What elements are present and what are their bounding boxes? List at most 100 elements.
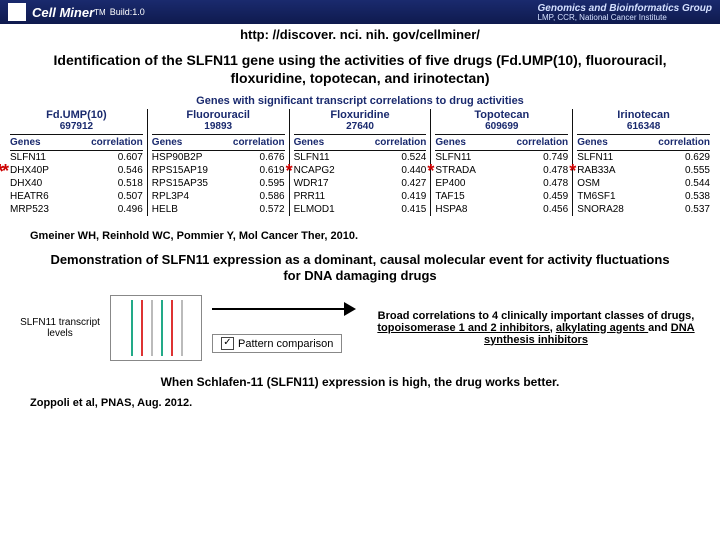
hdr-corr: correlation <box>654 137 710 148</box>
gene-row: SLFN110.749 <box>435 151 568 164</box>
column-header: Genescorrelation <box>435 135 568 151</box>
gene-row: HELB0.572 <box>152 203 285 216</box>
gene-row: DHX40P0.546 <box>10 164 143 177</box>
checkbox-icon: ✓ <box>221 337 234 350</box>
gene-name: HEATR6 <box>10 191 87 202</box>
header-left: Cell Miner TM Build:1.0 <box>0 3 145 21</box>
gene-corr: 0.459 <box>512 191 568 202</box>
drug-column: *Fd.UMP(10)697912GenescorrelationSLFN110… <box>6 109 147 216</box>
drug-name: Floxuridine <box>294 109 427 121</box>
gene-row: ELMOD10.415 <box>294 203 427 216</box>
gene-corr: 0.544 <box>654 178 710 189</box>
header-bar: Cell Miner TM Build:1.0 Genomics and Bio… <box>0 0 720 24</box>
gene-name: PRR11 <box>294 191 371 202</box>
hdr-corr: correlation <box>512 137 568 148</box>
gene-name: TM6SF1 <box>577 191 654 202</box>
gene-name: HELB <box>152 204 229 215</box>
demo-title: Demonstration of SLFN11 expression as a … <box>40 252 680 285</box>
table-caption: Genes with significant transcript correl… <box>6 95 714 107</box>
citation-1: Gmeiner WH, Reinhold WC, Pommier Y, Mol … <box>30 230 690 242</box>
gene-row: HSPA80.456 <box>435 203 568 216</box>
gene-corr: 0.555 <box>654 165 710 176</box>
arrow-group: ✓ Pattern comparison <box>212 302 362 353</box>
gene-corr: 0.419 <box>371 191 427 202</box>
url-text: http: //discover. nci. nih. gov/cellmine… <box>0 27 720 42</box>
drug-column: *Irinotecan616348GenescorrelationSLFN110… <box>572 109 714 216</box>
drug-column: *Floxuridine27640GenescorrelationSLFN110… <box>289 109 431 216</box>
gene-corr: 0.415 <box>371 204 427 215</box>
gene-row: TM6SF10.538 <box>577 190 710 203</box>
gene-row: RAB33A0.555 <box>577 164 710 177</box>
gene-row: PRR110.419 <box>294 190 427 203</box>
group-sub: LMP, CCR, National Cancer Institute <box>538 14 712 22</box>
gene-corr: 0.427 <box>371 178 427 189</box>
header-right: Genomics and Bioinformatics Group LMP, C… <box>538 3 720 22</box>
page-title: Identification of the SLFN11 gene using … <box>30 52 690 87</box>
gene-corr: 0.518 <box>87 178 143 189</box>
drug-name: Fluorouracil <box>152 109 285 121</box>
gene-corr: 0.496 <box>87 204 143 215</box>
hdr-corr: correlation <box>371 137 427 148</box>
trademark: TM <box>94 8 106 17</box>
drug-columns: *Fd.UMP(10)697912GenescorrelationSLFN110… <box>6 109 714 216</box>
hdr-genes: Genes <box>294 137 371 148</box>
gene-corr: 0.507 <box>87 191 143 202</box>
column-header: Genescorrelation <box>294 135 427 151</box>
gene-name: DHX40 <box>10 178 87 189</box>
broad-correlation-text: Broad correlations to 4 clinically impor… <box>372 310 700 346</box>
gene-name: RPS15AP35 <box>152 178 229 189</box>
star-icon: * <box>569 161 576 182</box>
gene-name: DHX40P <box>10 165 87 176</box>
gene-row: HEATR60.507 <box>10 190 143 203</box>
gene-name: RPL3P4 <box>152 191 229 202</box>
gene-row: OSM0.544 <box>577 177 710 190</box>
arrow-icon <box>212 302 362 330</box>
drug-column: Fluorouracil19893GenescorrelationHSP90B2… <box>147 109 289 216</box>
group-name: Genomics and Bioinformatics Group <box>538 3 712 14</box>
hdr-genes: Genes <box>577 137 654 148</box>
drug-id: 609699 <box>435 121 568 135</box>
star-icon: * <box>286 161 293 182</box>
gene-corr: 0.619 <box>229 165 285 176</box>
drug-name: Irinotecan <box>577 109 710 121</box>
gene-corr: 0.546 <box>87 165 143 176</box>
lower-panel: SLFN11 transcript levels ✓ Pattern compa… <box>20 295 700 361</box>
broad-and: and <box>648 322 671 334</box>
drug-column: *Topotecan609699GenescorrelationSLFN110.… <box>430 109 572 216</box>
gene-corr: 0.607 <box>87 152 143 163</box>
hdr-corr: correlation <box>87 137 143 148</box>
hdr-corr: correlation <box>229 137 285 148</box>
pattern-btn-label: Pattern comparison <box>238 338 333 350</box>
gene-corr: 0.586 <box>229 191 285 202</box>
gene-name: ELMOD1 <box>294 204 371 215</box>
gene-name: SLFN11 <box>10 152 87 163</box>
gene-corr: 0.478 <box>512 165 568 176</box>
column-header: Genescorrelation <box>10 135 143 151</box>
gene-name: SLFN11 <box>294 152 371 163</box>
hdr-genes: Genes <box>152 137 229 148</box>
gene-corr: 0.629 <box>654 152 710 163</box>
heatmap-thumbnail <box>110 295 202 361</box>
pattern-comparison-button[interactable]: ✓ Pattern comparison <box>212 334 342 353</box>
slfn-label: SLFN11 transcript levels <box>20 317 100 339</box>
drug-id: 616348 <box>577 121 710 135</box>
hdr-genes: Genes <box>435 137 512 148</box>
gene-row: RPL3P40.586 <box>152 190 285 203</box>
gene-name: STRADA <box>435 165 512 176</box>
gene-row: SLFN110.607 <box>10 151 143 164</box>
gene-row: SLFN110.524 <box>294 151 427 164</box>
gene-corr: 0.478 <box>512 178 568 189</box>
gene-name: SLFN11 <box>577 152 654 163</box>
drug-id: 27640 <box>294 121 427 135</box>
column-header: Genescorrelation <box>577 135 710 151</box>
gene-name: TAF15 <box>435 191 512 202</box>
gene-row: RPS15AP350.595 <box>152 177 285 190</box>
gene-row: TAF150.459 <box>435 190 568 203</box>
gene-name: RPS15AP19 <box>152 165 229 176</box>
gene-row: SNORA280.537 <box>577 203 710 216</box>
drug-name: Topotecan <box>435 109 568 121</box>
logo-icon <box>8 3 26 21</box>
gene-name: WDR17 <box>294 178 371 189</box>
citation-2: Zoppoli et al, PNAS, Aug. 2012. <box>30 397 690 409</box>
gene-row: NCAPG20.440 <box>294 164 427 177</box>
